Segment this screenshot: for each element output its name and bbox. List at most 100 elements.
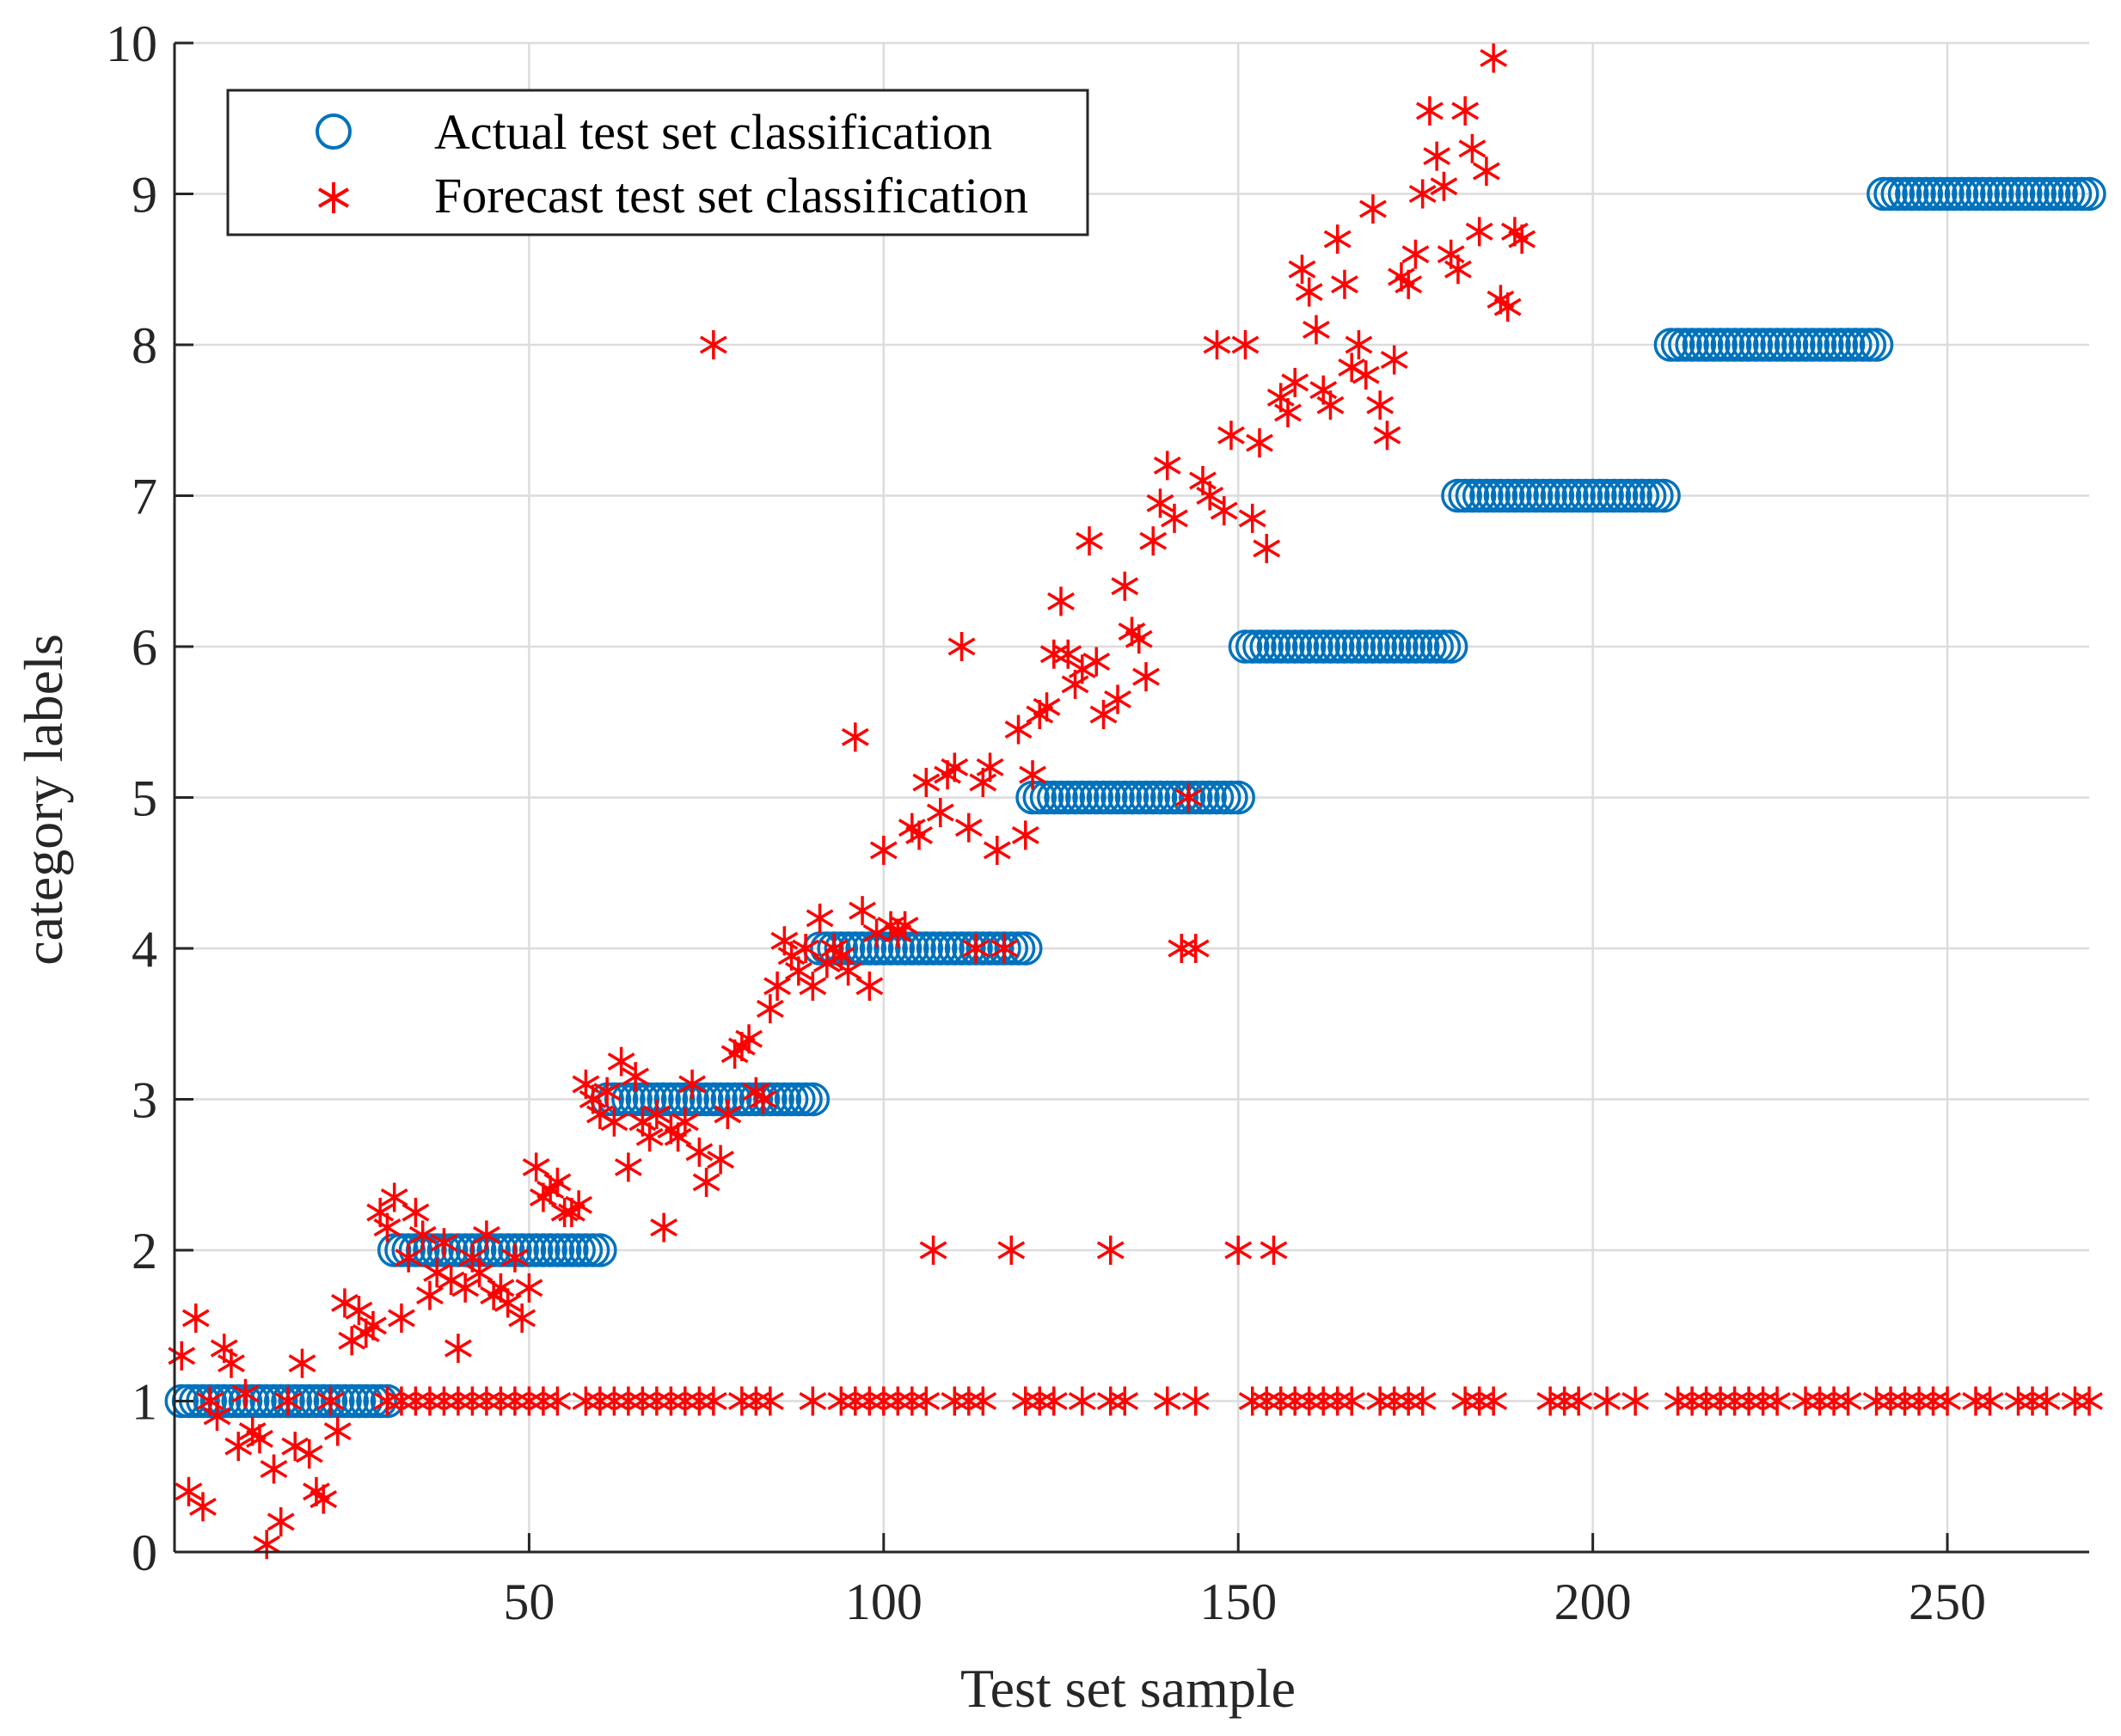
forecast-point-stroke [1181,939,1210,958]
forecast-point [522,1152,550,1182]
forecast-point-stroke [1380,351,1408,370]
forecast-point [1763,1386,1791,1416]
y-tick-label: 4 [132,921,157,978]
forecast-point [1395,1386,1423,1416]
forecast-point-stroke [756,1391,784,1411]
actual-point [1320,629,1355,664]
forecast-point [515,1386,543,1416]
actual-point [1086,780,1121,815]
forecast-point-stroke [742,1083,770,1101]
forecast-point-stroke [827,1391,855,1411]
actual-point [1327,629,1362,664]
forecast-point-stroke [267,1512,295,1531]
forecast-point-stroke [671,1391,699,1411]
forecast-point [1720,1386,1749,1416]
actual-point [1433,629,1468,664]
forecast-point-stroke [792,939,819,958]
forecast-point [1678,1386,1707,1416]
forecast-point [1323,1386,1352,1416]
forecast-point-stroke [1288,260,1316,279]
actual-point [965,931,1001,966]
actual-point [1767,328,1802,362]
forecast-point [487,1386,515,1416]
forecast-point [1480,43,1508,73]
forecast-point-stroke [493,1293,522,1312]
actual-point [2044,176,2078,212]
forecast-point [1132,662,1160,692]
x-tick-label: 200 [1554,1573,1632,1630]
forecast-point-stroke [323,1422,352,1441]
forecast-point [1380,345,1408,375]
actual-point [1065,780,1100,815]
actual-point [348,1383,383,1419]
forecast-point [2004,1386,2032,1416]
forecast-point-stroke [210,1339,238,1358]
forecast-point-stroke [912,773,941,792]
forecast-point [947,632,976,661]
forecast-point [997,1236,1026,1265]
forecast-point [1019,760,1046,790]
actual-point [1505,478,1539,513]
actual-point [817,931,851,966]
actual-point [1909,176,1944,212]
actual-point [171,1383,206,1419]
actual-point [1725,328,1759,362]
forecast-point [1934,1386,1961,1416]
actual-point [1696,328,1731,362]
forecast-point-stroke [849,901,876,920]
actual-point [2029,176,2064,212]
forecast-point-stroke [1458,139,1487,158]
forecast-point-stroke [593,1083,622,1101]
actual-point [1632,478,1667,513]
forecast-point [181,1303,210,1333]
actual-point [1554,478,1589,513]
forecast-point [1373,420,1401,451]
actual-point [1689,328,1724,362]
x-axis-title: Test set sample [960,1658,1296,1719]
forecast-point [671,1107,699,1137]
forecast-point [806,903,834,933]
forecast-point [1281,1386,1309,1416]
actual-point [1568,478,1603,513]
actual-point [263,1383,298,1419]
forecast-point-stroke [834,961,862,980]
forecast-point-stroke [841,727,869,746]
forecast-point-stroke [1473,162,1500,181]
actual-point [2008,176,2043,212]
forecast-point-stroke [1451,101,1480,120]
actual-point [1334,629,1369,664]
y-tick-label: 3 [132,1072,157,1129]
actual-point [1363,629,1397,664]
forecast-point [1416,95,1444,126]
forecast-point-stroke [1231,335,1260,354]
forecast-point-stroke [607,1052,635,1071]
actual-point [1306,629,1340,664]
forecast-point [1458,133,1487,163]
forecast-point-stroke [274,1391,302,1411]
forecast-point-stroke [331,1293,359,1312]
forecast-series [168,43,2103,1560]
forecast-point-stroke [1707,1391,1734,1411]
actual-point [1781,328,1816,362]
forecast-point-stroke [1792,1391,1819,1411]
forecast-point-stroke [1309,1391,1338,1411]
forecast-point [941,1386,969,1416]
actual-point [1852,328,1887,362]
forecast-point-stroke [770,931,799,950]
forecast-point [834,956,862,986]
forecast-point-stroke [1891,1391,1919,1411]
forecast-point-stroke [1338,1391,1366,1411]
actual-point [1469,478,1504,513]
forecast-point-stroke [1253,539,1281,558]
forecast-point [508,1303,536,1333]
forecast-point-stroke [941,1391,969,1411]
actual-point [547,1233,582,1267]
forecast-point [912,1386,941,1416]
forecast-point-stroke [388,1309,415,1328]
forecast-point-stroke [1565,1391,1593,1411]
actual-point [1795,328,1830,362]
forecast-point [1146,488,1174,518]
actual-point [1107,780,1143,815]
forecast-point [735,1024,763,1054]
actual-point [1916,176,1951,212]
